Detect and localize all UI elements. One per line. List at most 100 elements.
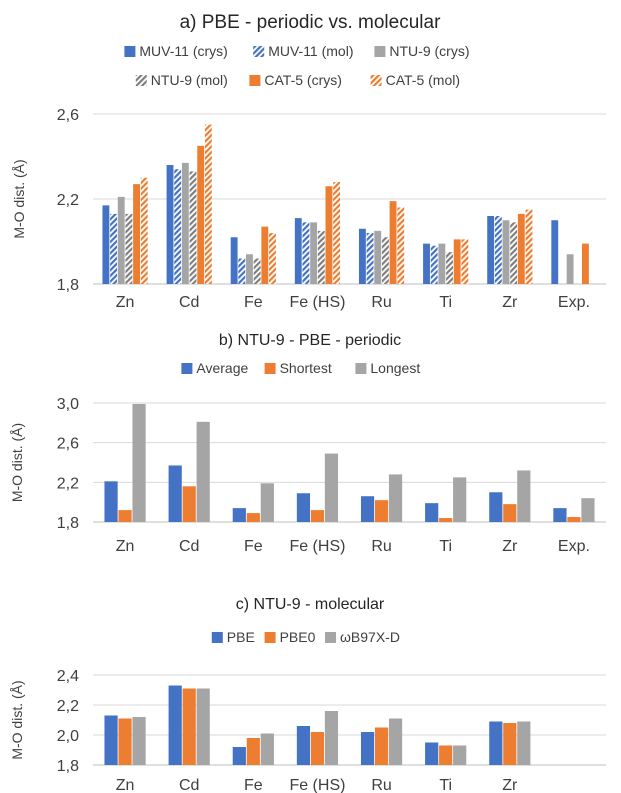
bar bbox=[494, 216, 502, 284]
x-tick-label: Ru bbox=[371, 777, 391, 793]
bar bbox=[166, 165, 174, 284]
legend-item: NTU-9 (crys) bbox=[374, 43, 470, 59]
bar bbox=[253, 258, 261, 284]
bar bbox=[310, 732, 325, 765]
bar bbox=[388, 718, 403, 765]
legend-swatch bbox=[264, 363, 276, 374]
bar bbox=[425, 503, 439, 522]
y-tick-label: 2,6 bbox=[57, 436, 79, 453]
legend-item: CAT-5 (mol) bbox=[370, 72, 460, 88]
bar bbox=[246, 513, 260, 522]
bar bbox=[132, 403, 146, 522]
bar bbox=[333, 182, 341, 284]
bar bbox=[381, 237, 389, 284]
legend-item: ωB97X-D bbox=[325, 629, 400, 645]
bar bbox=[294, 218, 302, 284]
bar bbox=[453, 745, 467, 765]
legend-swatch bbox=[355, 363, 367, 374]
bar bbox=[324, 453, 339, 522]
legend-swatch bbox=[135, 75, 147, 86]
x-tick-label: Fe bbox=[244, 538, 263, 555]
bar bbox=[310, 510, 325, 522]
x-tick-label: Fe (HS) bbox=[289, 538, 345, 555]
bar bbox=[517, 213, 525, 284]
bar bbox=[230, 237, 238, 284]
x-tick-label: Ti bbox=[439, 777, 452, 793]
bar bbox=[525, 209, 533, 284]
x-tick-label: Cd bbox=[179, 538, 199, 555]
legend-swatch bbox=[370, 75, 382, 86]
bar bbox=[296, 493, 311, 522]
bar bbox=[261, 226, 269, 284]
y-tick-label: 3,0 bbox=[57, 396, 79, 413]
chart-panel-2: b) NTU-9 - PBE - periodic Average Shortest… bbox=[9, 332, 606, 555]
bar bbox=[196, 421, 210, 522]
bar bbox=[269, 233, 276, 284]
bar bbox=[197, 145, 205, 284]
legend-label: Average bbox=[196, 360, 248, 376]
legend-swatch bbox=[181, 363, 193, 374]
bar bbox=[438, 243, 446, 284]
bar bbox=[517, 721, 531, 765]
bar bbox=[566, 254, 574, 284]
legend-label: NTU-9 (mol) bbox=[151, 72, 228, 88]
bar bbox=[360, 732, 375, 765]
bar bbox=[358, 228, 366, 284]
y-tick-label: 2,2 bbox=[57, 698, 79, 715]
y-tick-label: 1,8 bbox=[57, 515, 79, 532]
bar bbox=[246, 738, 260, 765]
bar bbox=[181, 162, 189, 284]
bar bbox=[489, 721, 503, 765]
y-tick-label: 2,6 bbox=[57, 107, 79, 124]
bar bbox=[310, 222, 318, 284]
x-tick-label: Exp. bbox=[558, 538, 590, 555]
bar bbox=[317, 230, 325, 284]
bar bbox=[118, 510, 132, 522]
x-tick-label: Zn bbox=[116, 538, 135, 555]
legend-label: Shortest bbox=[280, 360, 332, 376]
bar bbox=[174, 169, 182, 284]
legend-item: PBE bbox=[211, 629, 255, 645]
x-tick-label: Ru bbox=[371, 538, 391, 555]
chart-panel-3: c) NTU-9 - molecular PBE PBE0 ωB97X-D 1,8 2,0… bbox=[9, 596, 606, 793]
bar bbox=[439, 518, 453, 522]
bar bbox=[503, 504, 517, 522]
x-tick-label: Fe bbox=[244, 294, 263, 311]
x-tick-label: Exp. bbox=[558, 294, 590, 311]
legend-label: ωB97X-D bbox=[340, 629, 400, 645]
legend-label: NTU-9 (crys) bbox=[389, 43, 469, 59]
bar bbox=[125, 213, 133, 284]
bar bbox=[118, 718, 132, 765]
legend-item: PBE0 bbox=[264, 629, 316, 645]
bar bbox=[117, 196, 125, 284]
y-tick-label: 2,4 bbox=[57, 668, 79, 685]
legend-label: CAT-5 (mol) bbox=[386, 72, 460, 88]
chart-title: b) NTU-9 - PBE - periodic bbox=[219, 332, 401, 349]
legend-item: MUV-11 (mol) bbox=[253, 43, 354, 59]
legend-item: MUV-11 (crys) bbox=[124, 43, 228, 59]
bar bbox=[196, 688, 210, 765]
bar bbox=[567, 517, 581, 522]
legend-label: MUV-11 (crys) bbox=[139, 43, 227, 59]
bar bbox=[374, 727, 389, 765]
x-tick-label: Zn bbox=[116, 294, 135, 311]
y-axis-label: M-O dist. (Å) bbox=[11, 159, 27, 238]
y-tick-label: 1,8 bbox=[57, 758, 79, 775]
y-axis-label: M-O dist. (Å) bbox=[9, 423, 25, 502]
x-tick-label: Zn bbox=[116, 777, 135, 793]
x-tick-label: Fe (HS) bbox=[289, 777, 345, 793]
y-tick-label: 1,8 bbox=[57, 277, 79, 294]
bar bbox=[110, 213, 117, 284]
bar bbox=[453, 239, 461, 284]
bar bbox=[133, 184, 140, 284]
legend-swatch bbox=[211, 632, 223, 643]
bar bbox=[374, 230, 382, 284]
bar bbox=[260, 483, 274, 522]
legend-item: NTU-9 (mol) bbox=[135, 72, 228, 88]
x-tick-label: Zr bbox=[502, 294, 518, 311]
bar bbox=[238, 258, 246, 284]
legend-swatch bbox=[249, 75, 261, 86]
bar bbox=[389, 201, 397, 284]
legend-item: Shortest bbox=[264, 360, 332, 376]
